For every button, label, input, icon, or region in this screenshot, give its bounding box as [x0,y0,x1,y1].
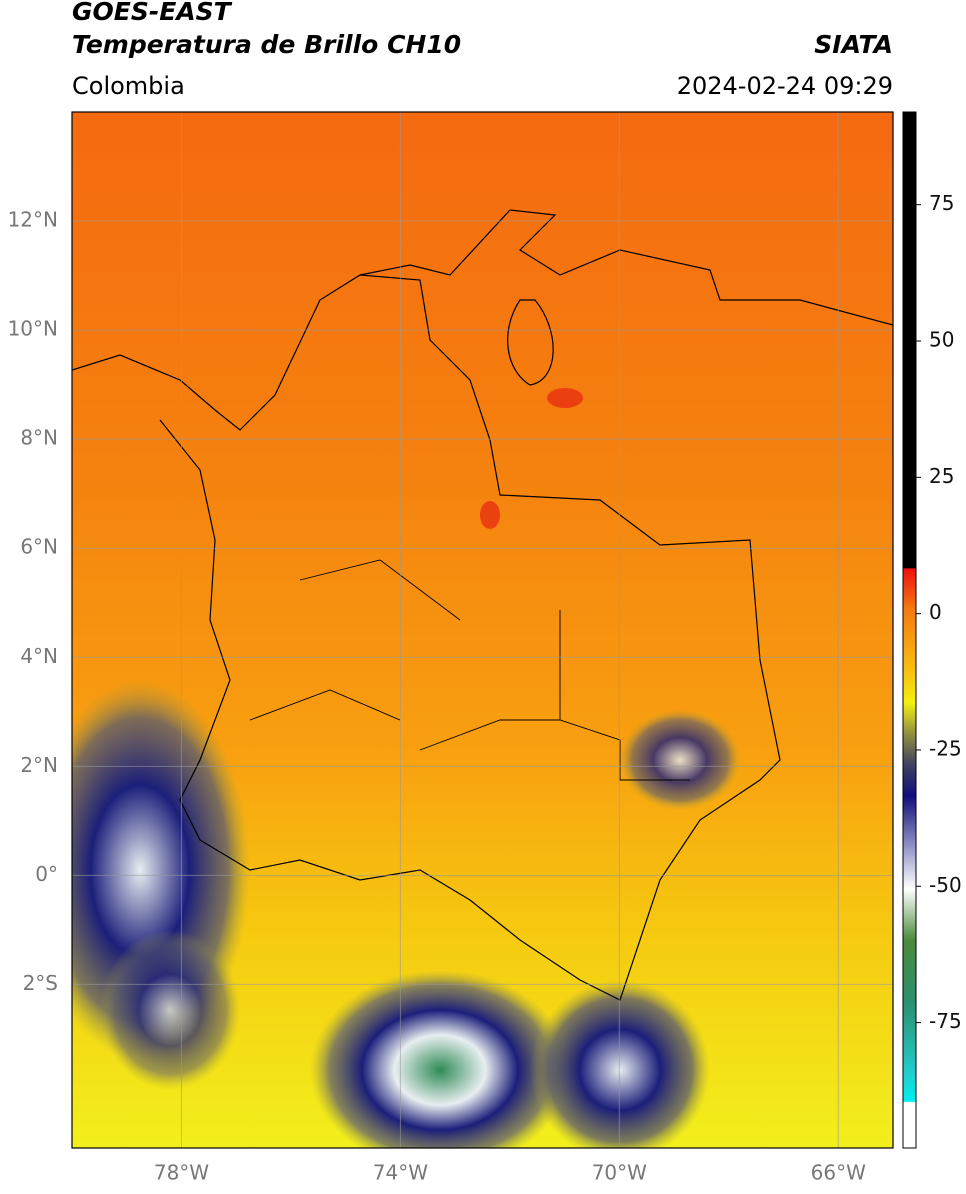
lat-tick-label: 2°N [20,753,58,777]
lon-tick-label: 70°W [592,1161,647,1185]
colorbar-tick-label: 50 [929,328,954,352]
cloud [620,710,740,810]
lon-tick-label: 78°W [154,1161,209,1185]
lat-tick-label: 12°N [8,208,58,232]
lat-tick-label: 8°N [20,426,58,450]
colorbar-tick-label: -50 [929,873,962,897]
lat-tick-label: 2°S [23,971,58,995]
lon-tick-label: 66°W [811,1161,866,1185]
subtitle: Temperatura de Brillo CH10 [72,30,461,59]
colorbar-tick-label: -25 [929,736,962,760]
region: Colombia [72,72,185,100]
title: GOES-EAST [72,0,233,26]
warm-spot [547,388,583,408]
lat-tick-label: 0° [35,862,58,886]
cloud [310,970,570,1148]
map-frame [71,111,894,1149]
colorbar-tick-label: -75 [929,1009,962,1033]
colorbar [902,111,917,1149]
colorbar-tick-label: 25 [929,464,954,488]
map-image [72,112,893,1148]
lat-tick-label: 10°N [8,317,58,341]
colorbar-tick-label: 0 [929,600,942,624]
department-border [249,559,690,781]
cloud [530,980,710,1148]
timestamp: 2024-02-24 09:29 [677,72,893,100]
country-border [159,274,781,1001]
lon-tick-label: 74°W [373,1161,428,1185]
coastline [72,209,893,431]
lat-tick-label: 4°N [20,644,58,668]
grid [72,112,893,1148]
lat-tick-label: 6°N [20,535,58,559]
cloud [100,930,240,1090]
warm-spot [480,501,500,529]
colorbar-tick-label: 75 [929,191,954,215]
source: SIATA [814,30,893,59]
